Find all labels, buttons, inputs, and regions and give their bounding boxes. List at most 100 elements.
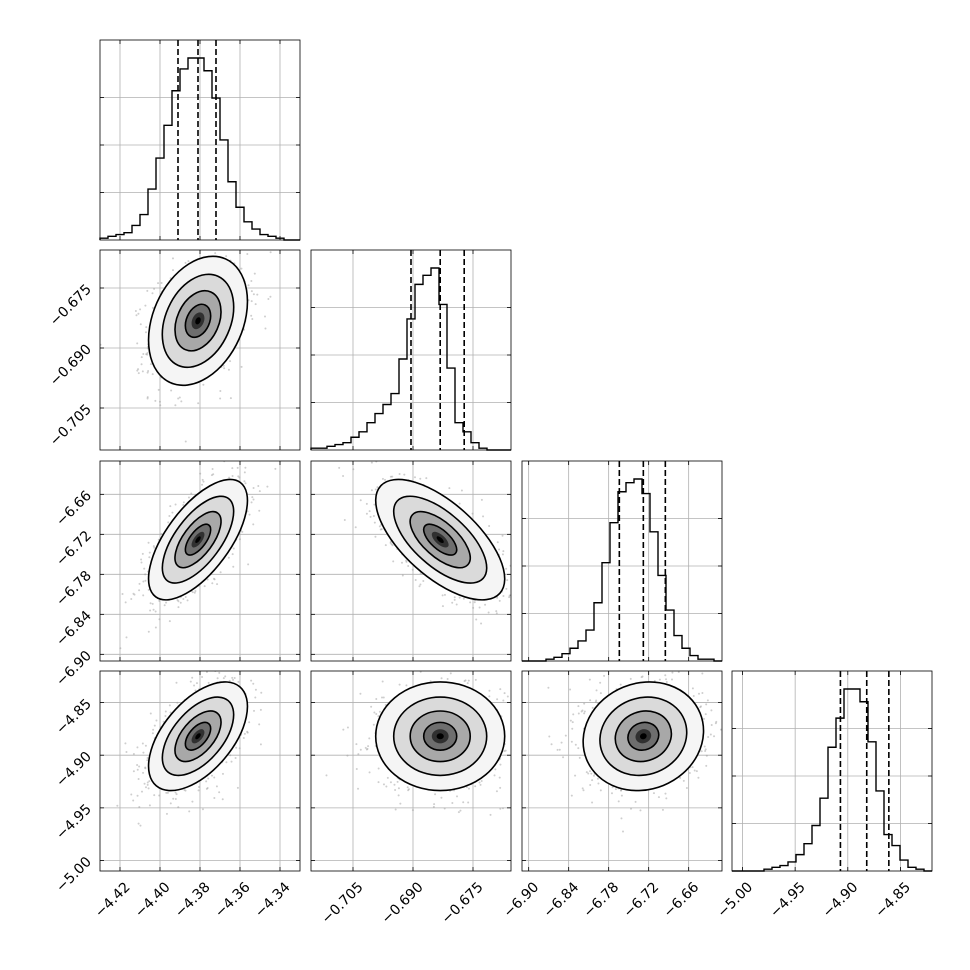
sample-point <box>274 467 277 470</box>
sample-point <box>372 514 375 517</box>
sample-point <box>397 794 400 797</box>
sample-point <box>413 476 416 479</box>
y-tick-label: −6.90 <box>53 648 95 690</box>
y-tick-label: −0.705 <box>47 402 95 450</box>
contour-line <box>392 495 488 584</box>
sample-point <box>191 676 194 679</box>
sample-point <box>146 371 149 374</box>
sample-point <box>364 746 367 749</box>
sample-point <box>254 303 257 306</box>
sample-point <box>206 786 209 789</box>
sample-point <box>258 490 261 493</box>
sample-point <box>359 692 362 695</box>
sample-point <box>124 742 127 745</box>
sample-point <box>235 746 238 749</box>
panel-frame <box>99 39 301 241</box>
sample-point <box>501 807 504 810</box>
sample-point <box>164 715 167 718</box>
sample-point <box>407 788 410 791</box>
sample-point <box>152 545 155 548</box>
density-fill <box>195 733 201 740</box>
sample-point <box>178 396 181 399</box>
sample-point <box>157 282 160 285</box>
sample-point <box>211 774 214 777</box>
sample-point <box>171 511 174 514</box>
sample-point <box>535 726 537 728</box>
sample-point <box>595 689 598 692</box>
y-tick-label: −5.00 <box>53 854 95 896</box>
sample-point <box>148 556 151 559</box>
sample-point <box>355 743 358 746</box>
contour-line <box>409 710 472 763</box>
x-tick-label: −4.38 <box>172 879 214 921</box>
sample-point <box>169 505 172 508</box>
panel-content <box>311 663 537 871</box>
sample-point <box>153 546 156 549</box>
sample-point <box>148 780 151 783</box>
sample-point <box>149 363 152 366</box>
sample-point <box>165 812 168 815</box>
sample-point <box>484 603 487 606</box>
sample-point <box>223 367 226 370</box>
sample-point <box>180 400 183 403</box>
sample-point <box>419 671 422 673</box>
sample-point <box>394 808 397 811</box>
sample-point <box>136 746 139 749</box>
sample-point <box>411 568 414 571</box>
sample-point <box>665 681 668 684</box>
sample-point <box>136 763 139 766</box>
contour-line <box>174 289 222 352</box>
sample-point <box>397 787 400 790</box>
sample-point <box>471 512 474 515</box>
sample-point <box>137 778 140 781</box>
sample-point <box>421 663 423 665</box>
sample-point <box>266 485 269 488</box>
sample-point <box>456 795 459 798</box>
sample-point <box>134 309 137 312</box>
sample-point <box>191 800 194 803</box>
sample-point <box>153 724 156 727</box>
sample-point <box>473 601 476 604</box>
sample-point <box>232 678 235 681</box>
panel-frame <box>731 670 933 872</box>
sample-point <box>137 368 140 371</box>
contour-line <box>374 681 506 792</box>
sample-point <box>234 756 237 759</box>
sample-point <box>152 608 155 611</box>
sample-point <box>512 600 514 602</box>
sample-point <box>214 252 217 255</box>
sample-point <box>368 510 371 513</box>
sample-point <box>146 781 149 784</box>
sample-point <box>144 579 147 582</box>
x-tick-label: −5.00 <box>714 879 756 921</box>
x-tick-label: −0.705 <box>319 879 367 927</box>
sample-point <box>244 466 247 469</box>
sample-point <box>401 574 404 577</box>
sample-point <box>390 543 393 546</box>
sample-point <box>462 597 465 600</box>
sample-point <box>499 688 502 691</box>
sample-point <box>148 551 151 554</box>
sample-point <box>463 680 466 683</box>
sample-point <box>247 662 249 664</box>
sample-point <box>372 723 375 726</box>
sample-point <box>244 243 246 245</box>
sample-point <box>142 580 145 583</box>
sample-point <box>513 801 515 803</box>
y-tick-label: −0.690 <box>47 342 95 390</box>
sample-point <box>163 604 166 607</box>
sample-point <box>467 801 470 804</box>
sample-point <box>532 721 534 723</box>
sample-point <box>446 678 449 681</box>
sample-point <box>451 601 454 604</box>
sample-point <box>231 467 234 470</box>
contour-line <box>174 510 222 569</box>
sample-point <box>256 293 259 296</box>
sample-point <box>250 279 253 282</box>
sample-point <box>184 789 187 792</box>
sample-point <box>596 777 599 780</box>
sample-point <box>137 312 140 315</box>
sample-point <box>488 525 491 528</box>
sample-point <box>498 599 501 602</box>
